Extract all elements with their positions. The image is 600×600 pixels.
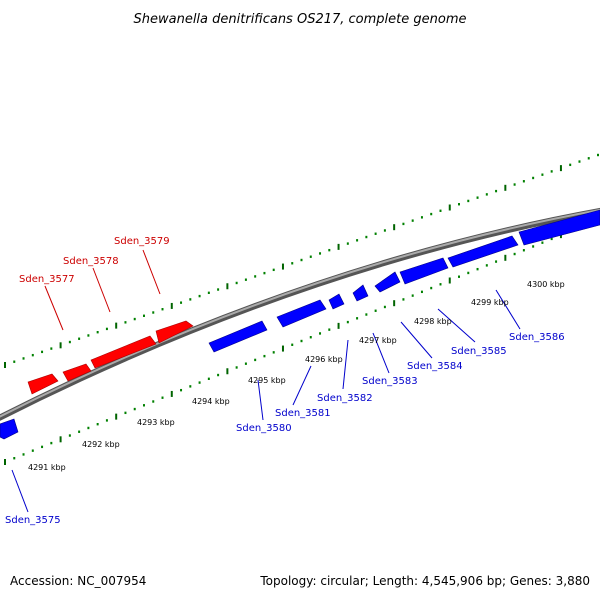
gene-label-leader bbox=[372, 332, 390, 374]
kbp-position-label: 4292 kbp bbox=[82, 440, 120, 449]
reverse-strand-ticks bbox=[4, 218, 599, 465]
gene-label-leader bbox=[400, 321, 433, 359]
genome-summary: Topology: circular; Length: 4,545,906 bp… bbox=[259, 574, 590, 588]
gene-label[interactable]: Sden_3581 bbox=[275, 408, 331, 419]
gene-labels: Sden_3575 Sden_3577 Sden_3578 Sden_3579 Sden… bbox=[5, 236, 565, 526]
kbp-position-label: 4300 kbp bbox=[527, 280, 565, 289]
gene-arrow[interactable] bbox=[518, 209, 600, 246]
gene-arrow[interactable] bbox=[27, 373, 59, 395]
gene-arrow[interactable] bbox=[0, 418, 19, 440]
gene-label[interactable]: Sden_3578 bbox=[63, 256, 119, 267]
gene-arrow[interactable] bbox=[208, 320, 268, 353]
kbp-position-label: 4299 kbp bbox=[471, 298, 509, 307]
genome-backbone-highlight bbox=[0, 208, 600, 418]
gene-arrow[interactable] bbox=[62, 363, 92, 382]
gene-label[interactable]: Sden_3580 bbox=[236, 423, 292, 434]
gene-arrow[interactable] bbox=[90, 335, 157, 369]
gene-arrow[interactable] bbox=[374, 271, 401, 293]
gene-label[interactable]: Sden_3583 bbox=[362, 376, 418, 387]
gene-label-leader bbox=[495, 289, 521, 330]
gene-label-leader bbox=[257, 379, 264, 421]
kbp-position-label: 4291 kbp bbox=[28, 463, 66, 472]
kbp-position-label: 4296 kbp bbox=[305, 355, 343, 364]
gene-arrow[interactable] bbox=[399, 257, 449, 285]
kbp-position-label: 4298 kbp bbox=[414, 317, 452, 326]
gene-arrows bbox=[0, 209, 600, 440]
gene-label[interactable]: Sden_3586 bbox=[509, 332, 565, 343]
accession-label: Accession: NC_007954 bbox=[10, 574, 146, 588]
gene-label-leader bbox=[44, 285, 64, 331]
gene-label-leader bbox=[11, 469, 29, 513]
gene-label-leader bbox=[292, 365, 312, 406]
gene-label-leader bbox=[92, 267, 111, 313]
gene-arrow[interactable] bbox=[276, 299, 327, 328]
kbp-position-label: 4293 kbp bbox=[137, 418, 175, 427]
gene-label[interactable]: Sden_3584 bbox=[407, 361, 463, 372]
gene-arrow[interactable] bbox=[352, 284, 369, 302]
gene-label[interactable]: Sden_3577 bbox=[19, 274, 75, 285]
gene-label-leaders bbox=[11, 249, 521, 513]
gene-label-leader bbox=[342, 339, 349, 390]
gene-arrow[interactable] bbox=[447, 235, 519, 268]
gene-label[interactable]: Sden_3579 bbox=[114, 236, 170, 247]
forward-strand-ticks bbox=[4, 153, 599, 368]
gene-arrow[interactable] bbox=[328, 293, 345, 310]
gene-arrow[interactable] bbox=[155, 320, 194, 344]
gene-label-leader bbox=[437, 308, 476, 343]
gene-label-leader bbox=[142, 249, 161, 295]
kbp-position-label: 4297 kbp bbox=[359, 336, 397, 345]
gene-label[interactable]: Sden_3582 bbox=[317, 393, 373, 404]
kbp-position-label: 4295 kbp bbox=[248, 376, 286, 385]
gene-label[interactable]: Sden_3585 bbox=[451, 346, 507, 357]
map-title: Shewanella denitrificans OS217, complete… bbox=[134, 12, 467, 27]
gene-label[interactable]: Sden_3575 bbox=[5, 515, 61, 526]
position-labels: 4291 kbp 4292 kbp 4293 kbp 4294 kbp 4295 kbp… bbox=[28, 280, 565, 472]
kbp-position-label: 4294 kbp bbox=[192, 397, 230, 406]
